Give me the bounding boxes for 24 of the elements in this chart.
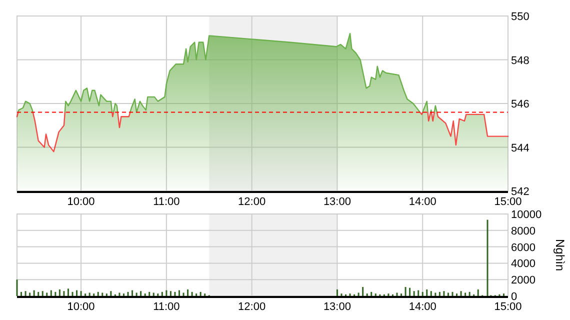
x-tick-label: 13:00 — [323, 301, 351, 313]
y-tick-label: 542 — [511, 186, 530, 198]
y-tick-label: 550 — [511, 11, 530, 23]
y-tick-label: 6000 — [511, 242, 536, 254]
x-tick-label: 15:00 — [494, 301, 522, 313]
x-tick-label: 12:00 — [238, 301, 266, 313]
x-tick-label: 14:00 — [408, 301, 436, 313]
x-tick-label: 14:00 — [408, 196, 436, 208]
y-axis-title: Nghìn — [553, 238, 567, 272]
x-tick-label: 10:00 — [67, 301, 95, 313]
x-tick-label: 12:00 — [238, 196, 266, 208]
y-tick-label: 10000 — [511, 209, 542, 221]
x-tick-label: 15:00 — [494, 196, 522, 208]
x-tick-label: 11:00 — [153, 196, 180, 208]
y-tick-label: 2000 — [511, 274, 536, 287]
y-tick-label: 546 — [511, 98, 530, 110]
y-tick-label: 0 — [511, 291, 518, 303]
y-tick-label: 8000 — [511, 225, 536, 238]
x-tick-label: 13:00 — [323, 196, 351, 208]
y-tick-label: 548 — [511, 54, 530, 67]
y-tick-label: 4000 — [511, 258, 536, 270]
y-tick-label: 544 — [511, 142, 530, 154]
x-tick-label: 11:00 — [153, 301, 180, 313]
x-tick-label: 10:00 — [67, 196, 95, 208]
